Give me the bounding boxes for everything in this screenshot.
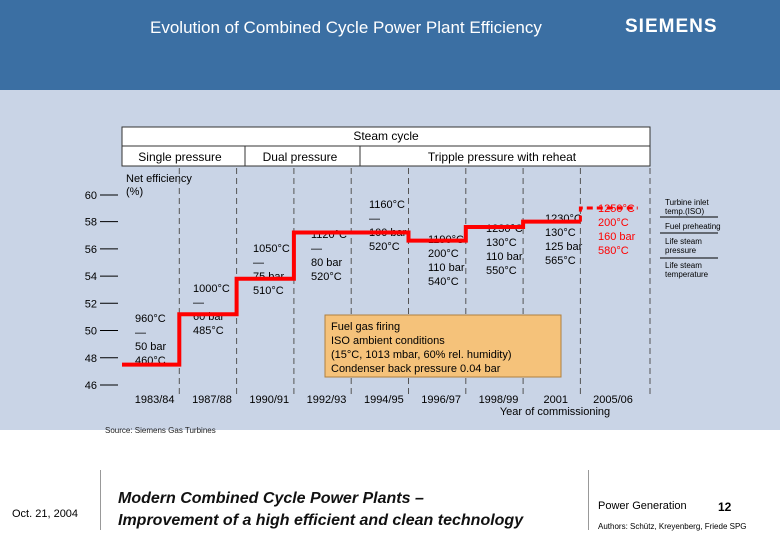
page-title: Evolution of Combined Cycle Power Plant … bbox=[150, 18, 542, 37]
chart-title: Steam cycle bbox=[353, 129, 419, 143]
legend-steam-temperature: Life steam temperature bbox=[665, 261, 709, 279]
annotation-line: — bbox=[135, 327, 146, 339]
x-tick-label: 1983/84 bbox=[135, 394, 175, 406]
header-bar: Evolution of Combined Cycle Power Plant … bbox=[0, 0, 780, 90]
annotation-line: 110 bar bbox=[486, 251, 523, 263]
y-tick-label: 54 bbox=[85, 271, 97, 283]
y-tick-label: 46 bbox=[85, 380, 97, 392]
footer-title-line2: Improvement of a high efficient and clea… bbox=[118, 512, 524, 529]
annotation-1983/84: 960°C —50 bar 460°C bbox=[135, 313, 167, 367]
conditions-note-line: Condenser back pressure 0.04 bar bbox=[331, 363, 501, 375]
annotation-line: 1160°C bbox=[369, 199, 405, 211]
legend-steam-pressure: Life steam pressure bbox=[665, 237, 702, 255]
annotation-line: 1050°C bbox=[253, 243, 290, 255]
footer-separator bbox=[588, 470, 589, 530]
footer-authors: Authors: Schütz, Kreyenberg, Friede SPG bbox=[598, 522, 747, 531]
annotation-line: 580°C bbox=[598, 245, 629, 257]
annotation-line: — bbox=[369, 213, 380, 225]
annotation-line: 110 bar bbox=[428, 262, 465, 274]
y-tick-label: 52 bbox=[85, 298, 97, 310]
annotation-line: 550°C bbox=[486, 265, 517, 277]
annotation-line: 565°C bbox=[545, 255, 576, 267]
annotation-line: 200°C bbox=[428, 248, 459, 260]
x-tick-label: 1990/91 bbox=[249, 394, 289, 406]
x-tick-label: 2005/06 bbox=[593, 394, 633, 406]
annotation-line: 1250°C bbox=[598, 203, 635, 215]
footer-division: Power Generation bbox=[598, 500, 687, 512]
annotation-line: 80 bar bbox=[311, 257, 343, 269]
conditions-note-line: Fuel gas firing bbox=[331, 321, 400, 333]
annotation-1994/95: 1160°C —100 bar 520°C bbox=[369, 199, 407, 253]
annotation-line: 125 bar bbox=[545, 241, 583, 253]
group-single-pressure: Single pressure bbox=[138, 150, 222, 164]
x-tick-label: 1987/88 bbox=[192, 394, 232, 406]
annotation-line: 485°C bbox=[193, 325, 224, 337]
conditions-note-line: ISO ambient conditions bbox=[331, 335, 445, 347]
annotation-line: 1000°C bbox=[193, 283, 230, 295]
legend: Turbine inlet temp.(ISO) Fuel preheating … bbox=[660, 198, 721, 279]
annotation-line: 160 bar bbox=[598, 231, 636, 243]
conditions-note-line: (15°C, 1013 mbar, 60% rel. humidity) bbox=[331, 349, 511, 361]
y-axis-label-line2: (%) bbox=[126, 186, 143, 198]
footer-title: Modern Combined Cycle Power Plants – Imp… bbox=[118, 488, 523, 532]
x-tick-label: 1994/95 bbox=[364, 394, 404, 406]
annotation-line: — bbox=[311, 243, 322, 255]
siemens-logo: SIEMENS bbox=[625, 16, 718, 37]
annotation-line: 960°C bbox=[135, 313, 166, 325]
x-tick-label: 1998/99 bbox=[479, 394, 519, 406]
annotation-line: 130°C bbox=[486, 237, 517, 249]
annotation-1992/93: 1120°C —80 bar 520°C bbox=[311, 229, 347, 283]
legend-fuel-preheating: Fuel preheating bbox=[665, 222, 721, 231]
annotation-1996/97: 1190°C 200°C 110 bar 540°C bbox=[428, 234, 465, 288]
x-tick-label: 1992/93 bbox=[307, 394, 347, 406]
y-tick-label: 48 bbox=[85, 353, 97, 365]
annotation-line: 520°C bbox=[369, 241, 400, 253]
annotation-1987/88: 1000°C —60 bar 485°C bbox=[193, 283, 230, 337]
annotation-1998/99: 1230°C 130°C 110 bar 550°C bbox=[486, 223, 523, 277]
x-axis-label: Year of commissioning bbox=[500, 406, 610, 418]
group-triple-pressure: Tripple pressure with reheat bbox=[428, 150, 577, 164]
x-tick-label: 1996/97 bbox=[421, 394, 461, 406]
y-tick-label: 50 bbox=[85, 326, 97, 338]
annotation-line: — bbox=[193, 297, 204, 309]
y-tick-label: 60 bbox=[85, 190, 97, 202]
annotation-1990/91: 1050°C —75 bar 510°C bbox=[253, 243, 290, 297]
efficiency-step-line bbox=[122, 219, 581, 367]
annotation-line: 520°C bbox=[311, 271, 342, 283]
annotation-line: 130°C bbox=[545, 227, 576, 239]
legend-turbine-inlet: Turbine inlet temp.(ISO) bbox=[665, 198, 710, 216]
x-tick-label: 2001 bbox=[544, 394, 568, 406]
footer-date: Oct. 21, 2004 bbox=[12, 508, 79, 520]
y-axis-label-line1: Net efficiency bbox=[126, 173, 192, 185]
efficiency-target-line bbox=[578, 206, 638, 222]
y-tick-label: 56 bbox=[85, 244, 97, 256]
footer-separator bbox=[100, 470, 101, 530]
annotation-line: — bbox=[253, 257, 264, 269]
annotation-line: 510°C bbox=[253, 285, 284, 297]
source-note: Source: Siemens Gas Turbines bbox=[105, 426, 216, 435]
footer-title-line1: Modern Combined Cycle Power Plants – bbox=[118, 490, 424, 507]
annotation-line: 200°C bbox=[598, 217, 629, 229]
pressure-row bbox=[121, 145, 651, 167]
annotation-line: 50 bar bbox=[135, 341, 167, 353]
y-tick-label: 58 bbox=[85, 217, 97, 229]
annotation-2005/06: 1250°C 200°C 160 bar 580°C bbox=[598, 203, 636, 257]
group-dual-pressure: Dual pressure bbox=[263, 150, 338, 164]
page-number: 12 bbox=[718, 500, 732, 514]
annotation-line: 540°C bbox=[428, 276, 459, 288]
conditions-note-box bbox=[324, 314, 562, 378]
